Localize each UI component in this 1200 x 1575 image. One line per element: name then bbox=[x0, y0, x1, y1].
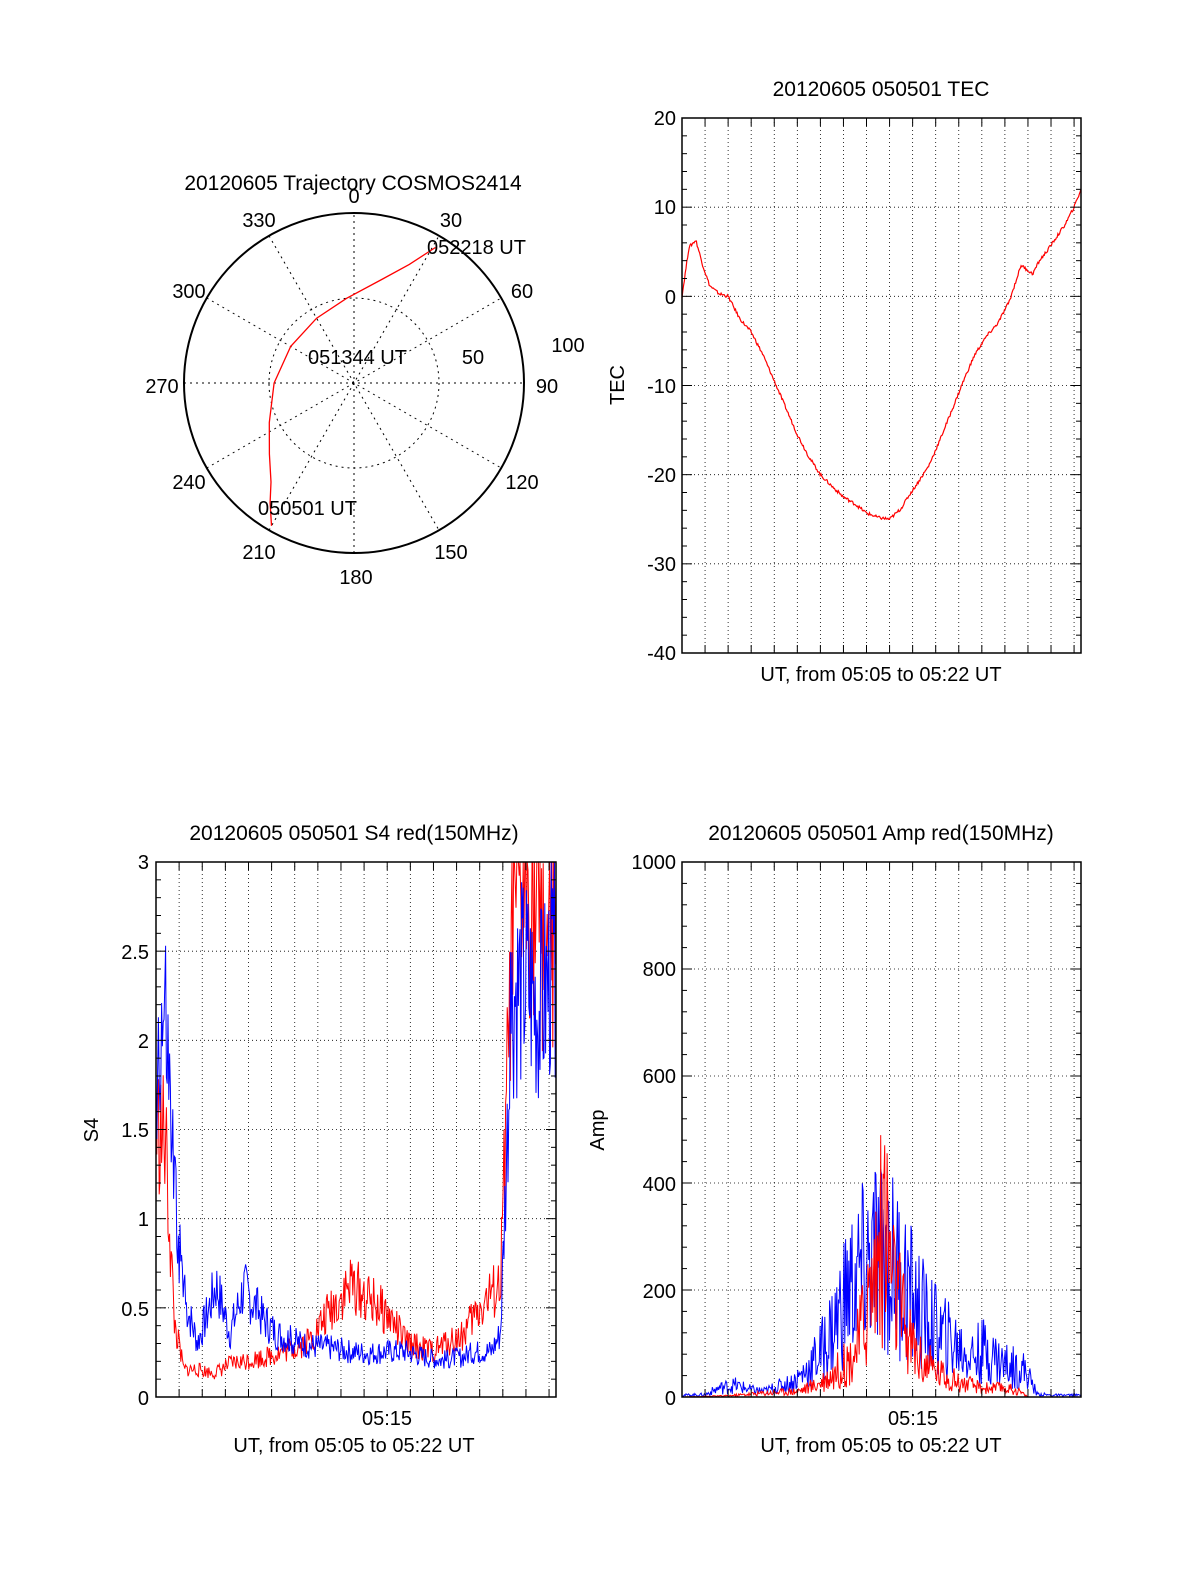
amp-plot-frame bbox=[681, 861, 1082, 1398]
polar-az-label-240: 240 bbox=[172, 472, 205, 494]
polar-az-label-60: 60 bbox=[511, 281, 533, 303]
tec-ylabel: TEC bbox=[607, 365, 629, 405]
tec-chart: 20120605 050501 TEC -40 -30 -20 -10 0 10… bbox=[607, 78, 1082, 686]
polar-az-label-30: 30 bbox=[440, 210, 462, 232]
tec-ytick-label: -30 bbox=[647, 554, 676, 576]
tec-plot-frame bbox=[681, 117, 1082, 654]
s4-chart: 20120605 050501 S4 red(150MHz) 0 0.5 1 1… bbox=[81, 822, 557, 1457]
s4-series-line-0 bbox=[155, 861, 557, 1380]
tec-ytick-label: 10 bbox=[654, 197, 676, 219]
s4-y-tick-labels: 0 0.5 1 1.5 2 2.5 3 bbox=[121, 852, 149, 1410]
tec-ytick-label: 20 bbox=[654, 108, 676, 130]
s4-ytick-label: 2 bbox=[138, 1031, 149, 1053]
tec-ytick-label: -20 bbox=[647, 465, 676, 487]
polar-az-label-120: 120 bbox=[505, 472, 538, 494]
amp-ytick-label: 0 bbox=[665, 1388, 676, 1410]
polar-mid-label: 051344 UT bbox=[308, 347, 407, 369]
polar-radial-label-50: 50 bbox=[462, 347, 484, 369]
polar-title: 20120605 Trajectory COSMOS2414 bbox=[184, 172, 522, 195]
polar-azimuth-labels: 0 30 60 90 120 150 180 210 240 270 300 3… bbox=[145, 186, 558, 589]
s4-series bbox=[155, 861, 557, 1380]
tec-y-tick-labels: -40 -30 -20 -10 0 10 20 bbox=[647, 108, 676, 665]
polar-trajectory-series bbox=[268, 246, 436, 526]
tec-series bbox=[681, 188, 1082, 521]
polar-az-label-270: 270 bbox=[145, 376, 178, 398]
amp-ytick-label: 200 bbox=[643, 1281, 676, 1303]
amp-xtick-label: 05:15 bbox=[888, 1408, 938, 1430]
tec-xlabel: UT, from 05:05 to 05:22 UT bbox=[760, 664, 1001, 686]
polar-az-label-210: 210 bbox=[242, 542, 275, 564]
s4-ytick-label: 1.5 bbox=[121, 1120, 149, 1142]
s4-ytick-label: 1 bbox=[138, 1209, 149, 1231]
polar-az-label-150: 150 bbox=[434, 542, 467, 564]
polar-start-label: 050501 UT bbox=[258, 498, 357, 520]
s4-series-line-1 bbox=[155, 861, 557, 1369]
s4-tick-marks bbox=[156, 861, 556, 1398]
amp-chart: 20120605 050501 Amp red(150MHz) 0 200 40… bbox=[587, 822, 1082, 1457]
polar-az-label-90: 90 bbox=[536, 376, 558, 398]
amp-grid bbox=[682, 862, 1081, 1397]
polar-trajectory-chart: 20120605 Trajectory COSMOS2414 0 30 60 9… bbox=[145, 172, 584, 589]
amp-y-tick-labels: 0 200 400 600 800 1000 bbox=[632, 852, 677, 1410]
amp-ytick-label: 1000 bbox=[632, 852, 677, 874]
s4-xlabel: UT, from 05:05 to 05:22 UT bbox=[233, 1435, 474, 1457]
polar-spokes bbox=[184, 213, 524, 553]
s4-xtick-label: 05:15 bbox=[362, 1408, 412, 1430]
amp-ylabel: Amp bbox=[587, 1109, 609, 1150]
s4-ylabel: S4 bbox=[81, 1118, 103, 1142]
amp-title: 20120605 050501 Amp red(150MHz) bbox=[708, 822, 1054, 845]
tec-tick-marks bbox=[682, 117, 1081, 654]
amp-series-line-1 bbox=[682, 1135, 1081, 1398]
polar-end-label: 052218 UT bbox=[427, 237, 526, 259]
polar-az-label-0: 0 bbox=[348, 186, 359, 208]
tec-ytick-label: 0 bbox=[665, 287, 676, 309]
amp-ytick-label: 600 bbox=[643, 1066, 676, 1088]
amp-ytick-label: 800 bbox=[643, 959, 676, 981]
polar-az-label-330: 330 bbox=[242, 210, 275, 232]
amp-series bbox=[681, 1135, 1082, 1398]
polar-az-label-180: 180 bbox=[339, 567, 372, 589]
polar-trajectory-line bbox=[268, 246, 436, 526]
tec-ytick-label: -10 bbox=[647, 376, 676, 398]
amp-ytick-label: 400 bbox=[643, 1174, 676, 1196]
tec-title: 20120605 050501 TEC bbox=[773, 78, 990, 101]
amp-tick-marks bbox=[682, 861, 1081, 1398]
amp-xlabel: UT, from 05:05 to 05:22 UT bbox=[760, 1435, 1001, 1457]
tec-grid bbox=[682, 118, 1081, 653]
tec-series-line-0 bbox=[681, 188, 1082, 521]
s4-ytick-label: 0.5 bbox=[121, 1299, 149, 1321]
s4-title: 20120605 050501 S4 red(150MHz) bbox=[189, 822, 518, 845]
polar-spoke bbox=[268, 235, 440, 531]
amp-series-line-0 bbox=[681, 1169, 1082, 1398]
s4-ytick-label: 2.5 bbox=[121, 942, 149, 964]
s4-ytick-label: 3 bbox=[138, 852, 149, 874]
tec-ytick-label: -40 bbox=[647, 643, 676, 665]
s4-ytick-label: 0 bbox=[138, 1388, 149, 1410]
polar-az-label-300: 300 bbox=[172, 281, 205, 303]
polar-radial-label-100: 100 bbox=[551, 335, 584, 357]
s4-grid bbox=[156, 862, 556, 1397]
